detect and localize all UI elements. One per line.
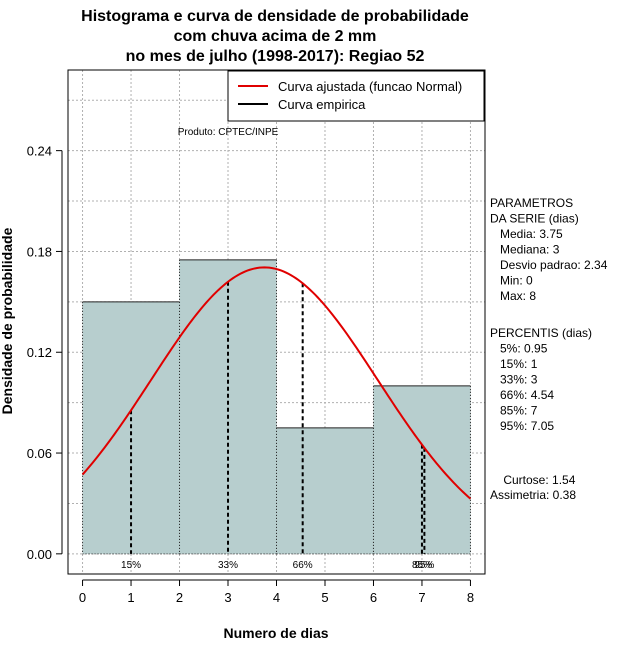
percentile-label-66: 66% xyxy=(293,560,313,571)
percentiles-line: PERCENTIS (dias) xyxy=(490,326,592,340)
parameters-line: DA SERIE (dias) xyxy=(490,212,579,226)
x-tick-label: 6 xyxy=(370,590,377,605)
statistics-line: Assimetria: 0.38 xyxy=(490,488,576,502)
statistics-line: Curtose: 1.54 xyxy=(490,473,576,487)
x-tick-label: 8 xyxy=(467,590,474,605)
y-axis-title: Densidade de probabilidade xyxy=(0,227,15,414)
chart-title-line-2: com chuva acima de 2 mm xyxy=(174,28,377,45)
percentile-label-15: 15% xyxy=(121,560,141,571)
percentiles-line: 15%: 1 xyxy=(490,357,538,371)
percentiles-line: 85%: 7 xyxy=(490,404,538,418)
histogram-bar-3 xyxy=(276,427,374,554)
percentile-markers: 15% 33% 66% 85%95% xyxy=(121,281,435,571)
chart-title-line-3: no mes de julho (1998-2017): Regiao 52 xyxy=(126,48,425,65)
axes: 0 1 2 3 4 5 6 7 8 0.00 0.06 0.12 0.18 0.24 xyxy=(27,144,474,605)
percentiles-line: 5%: 0.95 xyxy=(490,342,548,356)
x-tick-label: 2 xyxy=(176,590,183,605)
plot-frame xyxy=(67,69,486,575)
x-axis-title: Numero de dias xyxy=(223,625,328,641)
product-note: Produto: CPTEC/INPE xyxy=(178,127,279,138)
parameters-line: Desvio padrao: 2.34 xyxy=(490,258,608,272)
percentile-label-95: 95% xyxy=(414,560,434,571)
x-tick-label: 7 xyxy=(418,590,425,605)
fitted-normal-curve xyxy=(81,266,472,500)
percentiles-line: 95%: 7.05 xyxy=(490,419,554,433)
chart-title-line-1: Histograma e curva de densidade de proba… xyxy=(81,8,469,25)
histogram-bar-2 xyxy=(179,259,277,554)
parameters-line: Media: 3.75 xyxy=(490,227,563,241)
percentiles-block: PERCENTIS (dias) 5%: 0.95 15%: 1 33%: 3 … xyxy=(490,326,592,433)
legend: Curva ajustada (funcao Normal) Curva emp… xyxy=(227,70,485,122)
x-tick-label: 0 xyxy=(79,590,86,605)
x-tick-label: 4 xyxy=(273,590,280,605)
x-tick-label: 1 xyxy=(127,590,134,605)
x-tick-label: 5 xyxy=(321,590,328,605)
parameters-line: PARAMETROS xyxy=(490,196,573,210)
legend-box xyxy=(227,70,485,122)
percentile-label-33: 33% xyxy=(218,560,238,571)
parameters-line: Max: 8 xyxy=(490,289,536,303)
percentile-label-85: 85% xyxy=(412,560,432,571)
legend-empirical-label: Curva empirica xyxy=(278,97,366,112)
legend-fitted-label: Curva ajustada (funcao Normal) xyxy=(278,79,462,94)
fitted-curve-group xyxy=(81,266,472,500)
y-tick-label: 0.12 xyxy=(27,345,52,360)
percentiles-line: 33%: 3 xyxy=(490,373,538,387)
parameters-line: Mediana: 3 xyxy=(490,243,560,257)
percentiles-line: 66%: 4.54 xyxy=(490,388,554,402)
parameters-line: Min: 0 xyxy=(490,274,533,288)
y-tick-label: 0.24 xyxy=(27,144,52,159)
y-tick-label: 0.18 xyxy=(27,244,52,259)
parameters-block: PARAMETROS DA SERIE (dias) Media: 3.75 Me… xyxy=(490,196,608,303)
y-tick-label: 0.00 xyxy=(27,547,52,562)
y-tick-label: 0.06 xyxy=(27,446,52,461)
histogram-bars xyxy=(82,259,471,555)
x-tick-label: 3 xyxy=(224,590,231,605)
histogram-bar-4 xyxy=(373,385,471,554)
